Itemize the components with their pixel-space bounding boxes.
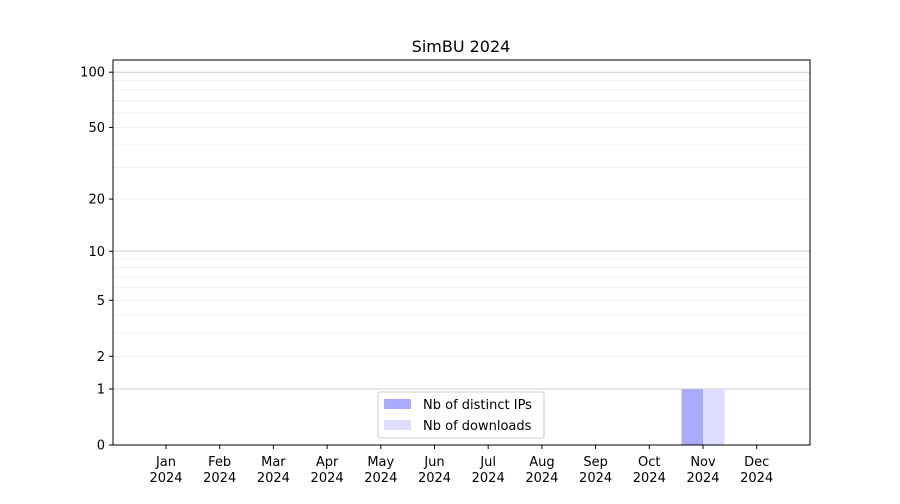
bars xyxy=(681,389,725,445)
y-tick-label: 2 xyxy=(97,350,105,365)
y-axis: 0 1 2 5 10 20 50 100 xyxy=(80,66,113,454)
x-axis: Jan 2024 Feb 2024 Mar 2024 Apr 2024 May 2024 Jun 20… xyxy=(149,445,773,486)
grid xyxy=(113,71,810,390)
y-tick-label: 20 xyxy=(88,193,105,208)
legend-swatch xyxy=(384,399,411,409)
x-tick-label: Feb 2024 xyxy=(203,455,236,486)
legend: Nb of distinct IPs Nb of downloads xyxy=(377,391,545,439)
x-tick-label: Sep 2024 xyxy=(579,455,612,486)
x-tick-label: Jan 2024 xyxy=(149,455,182,486)
x-tick-label: Jun 2024 xyxy=(418,455,451,486)
y-tick-label: 5 xyxy=(97,294,105,309)
bar-downloads xyxy=(703,389,725,445)
legend-swatch xyxy=(384,420,411,430)
chart-title: SimBU 2024 xyxy=(412,37,511,56)
legend-label: Nb of downloads xyxy=(423,419,532,434)
x-tick-label: Mar 2024 xyxy=(257,455,290,486)
y-tick-label: 1 xyxy=(97,383,105,398)
x-tick-label: Jul 2024 xyxy=(472,455,505,486)
plot-frame xyxy=(112,59,811,446)
bar-distinct-ips xyxy=(681,389,703,445)
legend-label: Nb of distinct IPs xyxy=(423,398,532,413)
y-tick-label: 100 xyxy=(80,66,105,81)
x-tick-label: Dec 2024 xyxy=(740,455,773,486)
y-tick-label: 0 xyxy=(97,439,105,454)
y-tick-label: 10 xyxy=(88,245,105,260)
x-tick-label: May 2024 xyxy=(364,455,397,486)
legend-box xyxy=(377,391,545,439)
y-tick-label: 50 xyxy=(88,121,105,136)
x-tick-label: Oct 2024 xyxy=(633,455,666,486)
x-tick-label: Nov 2024 xyxy=(686,455,719,486)
x-tick-label: Apr 2024 xyxy=(311,455,344,486)
x-tick-label: Aug 2024 xyxy=(525,455,558,486)
